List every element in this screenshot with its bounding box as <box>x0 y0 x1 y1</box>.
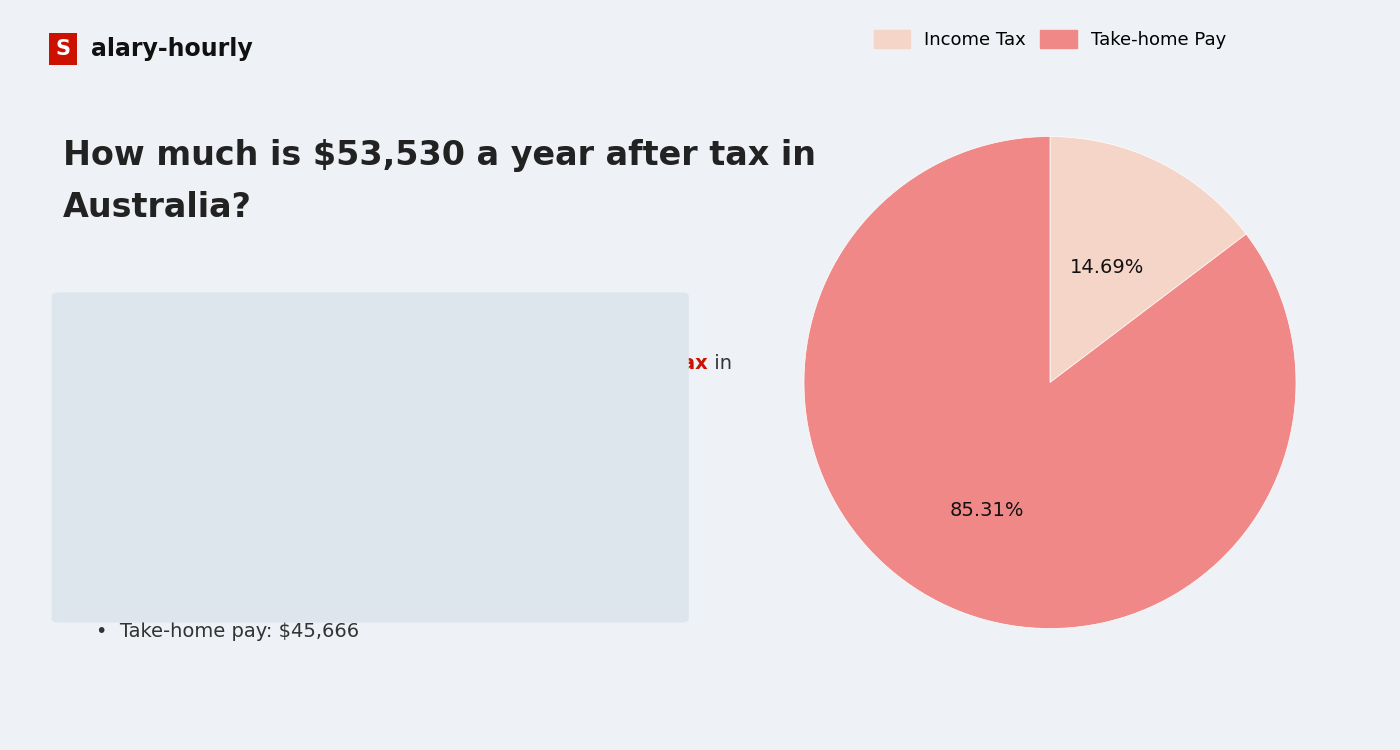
Text: A Yearly salary of $53,530 is approximately: A Yearly salary of $53,530 is approximat… <box>87 354 517 374</box>
Text: Australia for a resident.: Australia for a resident. <box>87 416 316 434</box>
Text: •  Income Tax: $7,864: • Income Tax: $7,864 <box>97 559 311 578</box>
Text: alary-hourly: alary-hourly <box>91 37 253 61</box>
Text: How much is $53,530 a year after tax in: How much is $53,530 a year after tax in <box>63 139 816 172</box>
Text: •  Take-home pay: $45,666: • Take-home pay: $45,666 <box>97 622 360 641</box>
Text: •  Gross pay: $53,530: • Gross pay: $53,530 <box>97 496 309 515</box>
Text: S: S <box>56 39 70 58</box>
Legend: Income Tax, Take-home Pay: Income Tax, Take-home Pay <box>867 22 1233 56</box>
Text: 14.69%: 14.69% <box>1070 259 1144 278</box>
Text: Australia?: Australia? <box>63 191 252 224</box>
Wedge shape <box>804 136 1296 628</box>
Text: in: in <box>708 354 732 374</box>
Wedge shape <box>1050 136 1246 382</box>
Text: 85.31%: 85.31% <box>949 501 1023 520</box>
Text: $45,666 after tax: $45,666 after tax <box>517 354 708 374</box>
